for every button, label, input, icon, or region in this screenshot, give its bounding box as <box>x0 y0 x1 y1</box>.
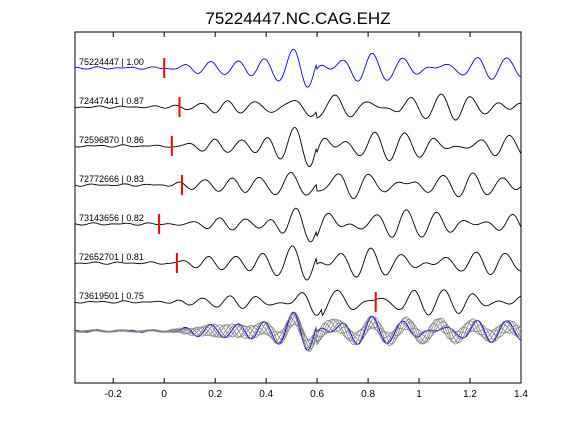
x-tick-label-5: 0.8 <box>361 389 375 400</box>
trace-line-72652701 <box>74 245 521 281</box>
trace-label-75224447: 75224447 | 1.00 <box>79 57 144 67</box>
trace-labels-layer: 75224447 | 1.00 72447441 | 0.87 72596870 |… <box>79 57 144 301</box>
trace-label-72447441: 72447441 | 0.87 <box>79 96 144 106</box>
x-tick-label-7: 1.2 <box>463 389 477 400</box>
trace-line-72596870 <box>74 127 522 168</box>
stack-line-6 <box>74 313 521 349</box>
stack-line-7 <box>74 318 522 346</box>
x-axis: -0.2 0 0.2 0.4 0.6 0.8 1 1.2 1.4 <box>105 32 528 400</box>
trace-label-72596870: 72596870 | 0.86 <box>79 135 144 145</box>
x-tick-label-1: 0 <box>161 389 167 400</box>
x-tick-label-4: 0.6 <box>310 389 324 400</box>
trace-label-72772666: 72772666 | 0.83 <box>79 174 144 184</box>
plot-frame <box>74 31 522 384</box>
chart-title: 75224447.NC.CAG.EHZ <box>205 9 390 28</box>
traces-layer <box>74 48 522 317</box>
trace-label-72652701: 72652701 | 0.81 <box>79 252 144 262</box>
trace-line-72447441 <box>75 93 522 121</box>
trace-line-72772666 <box>74 172 522 200</box>
trace-label-73143656: 73143656 | 0.82 <box>79 213 144 223</box>
picks-layer <box>158 58 377 312</box>
x-tick-label-6: 1 <box>416 389 422 400</box>
trace-label-73619501: 73619501 | 0.75 <box>79 291 144 301</box>
x-tick-label-8: 1.4 <box>514 389 528 400</box>
trace-line-73143656 <box>74 207 522 243</box>
x-tick-label-2: 0.2 <box>208 389 222 400</box>
x-tick-label-3: 0.4 <box>259 389 273 400</box>
trace-line-75224447 <box>75 48 522 88</box>
trace-line-73619501 <box>74 289 522 317</box>
stack-layer <box>74 311 522 353</box>
x-tick-label-0: -0.2 <box>105 389 123 400</box>
